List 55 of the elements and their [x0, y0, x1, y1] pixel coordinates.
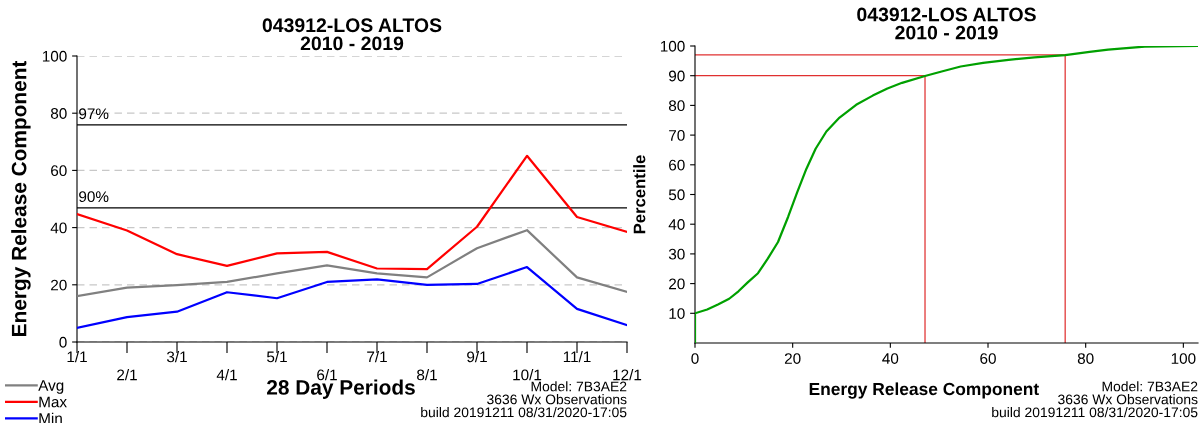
chart-title: 043912-LOS ALTOS — [262, 18, 442, 33]
y-tick-label: 100 — [660, 40, 685, 52]
chart-title: 043912-LOS ALTOS — [857, 7, 1036, 22]
text: build 20191211 08/31/2020-17:05 — [421, 407, 627, 418]
x-tick-label: 10/1 — [513, 369, 542, 381]
text: build 20191211 08/31/2020-17:05 — [992, 407, 1198, 418]
x-tick-label: 60 — [980, 353, 996, 364]
y-tick-label: 20 — [669, 278, 685, 290]
y-tick-label: 60 — [669, 159, 685, 171]
x-tick-label: 9/1 — [467, 351, 487, 363]
y-tick-label: 0 — [59, 336, 67, 348]
y-tick-label: 40 — [668, 219, 685, 230]
x-tick-label: 8/1 — [417, 369, 437, 381]
y-tick-label: 100 — [42, 50, 67, 62]
x-tick-label: 40 — [882, 353, 899, 364]
y-axis-title: Energy Release Component — [11, 60, 31, 336]
x-axis-title: Energy Release Component — [809, 382, 1039, 399]
y-tick-label: 40 — [50, 222, 67, 234]
y-axis-title: Percentile — [633, 155, 646, 234]
x-tick-label: 2/1 — [117, 369, 137, 381]
x-tick-label: 6/1 — [317, 369, 337, 381]
y-tick-label: 50 — [668, 189, 685, 201]
y-tick-label: 80 — [668, 100, 685, 112]
y-tick-label: 60 — [51, 165, 67, 177]
legend-label: Avg — [38, 380, 64, 394]
x-tick-label: 7/1 — [367, 351, 387, 363]
annotation: 97% — [79, 108, 109, 120]
y-tick-label: 20 — [51, 279, 67, 291]
x-tick-label: 11/1 — [563, 351, 591, 363]
x-tick-label: 1/1 — [67, 351, 87, 363]
x-tick-label: 3/1 — [166, 351, 187, 363]
y-tick-label: 90 — [669, 70, 685, 82]
y-tick-label: 30 — [668, 248, 685, 260]
legend-label: Max — [39, 396, 67, 408]
x-tick-label: 20 — [784, 353, 801, 364]
x-tick-label: 5/1 — [266, 351, 287, 363]
y-tick-label: 70 — [669, 129, 685, 141]
x-tick-label: 12/1 — [613, 369, 642, 381]
x-tick-label: 100 — [1171, 353, 1196, 364]
text: Model: 7B3AE2 — [531, 381, 627, 392]
text: Model: 7B3AE2 — [1102, 381, 1198, 392]
x-tick-label: 4/1 — [216, 369, 237, 381]
chart-subtitle: 2010 - 2019 — [300, 36, 404, 51]
legend-label: Min — [39, 412, 62, 423]
y-tick-label: 80 — [50, 108, 67, 119]
x-tick-label: 0 — [691, 353, 699, 364]
text: 3636 Wx Observations — [1058, 394, 1198, 405]
line-series — [77, 265, 627, 330]
line-series — [77, 229, 627, 298]
annotation: 90% — [79, 191, 109, 203]
x-tick-label: 80 — [1077, 353, 1094, 364]
chart-subtitle: 2010 - 2019 — [895, 25, 998, 40]
text: 3636 Wx Observations — [487, 394, 627, 405]
y-tick-label: 10 — [669, 308, 685, 319]
line-series — [77, 154, 627, 271]
